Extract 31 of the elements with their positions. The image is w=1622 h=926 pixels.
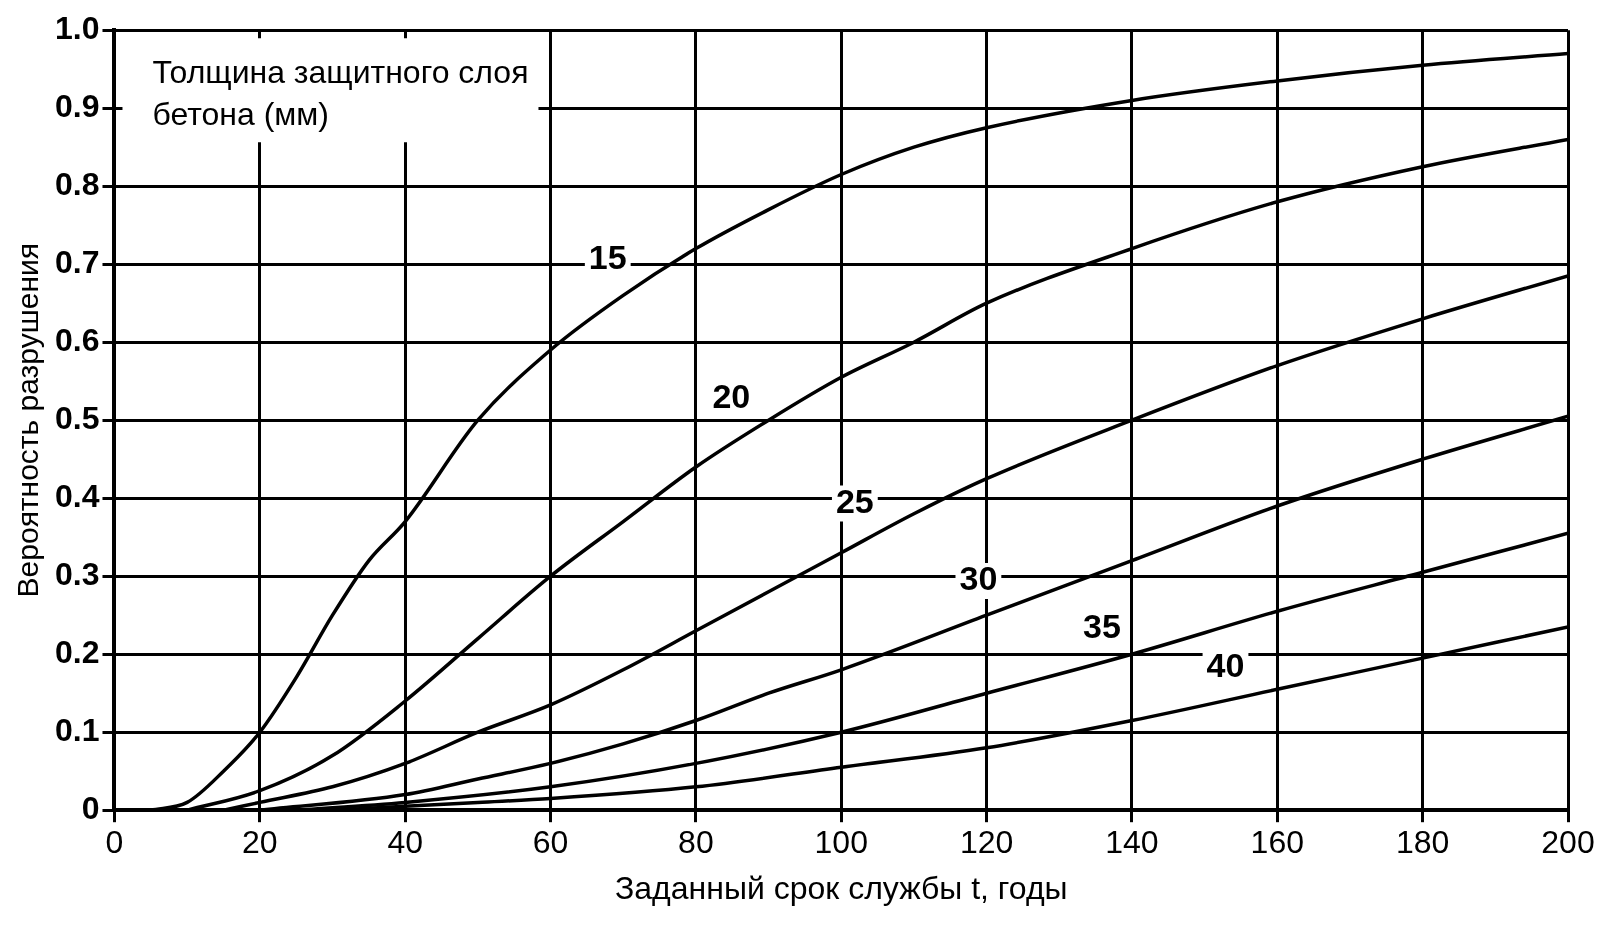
x-tick-label: 60 (532, 824, 569, 861)
x-tick-label: 40 (387, 824, 423, 861)
x-tick-label: 200 (1541, 824, 1595, 861)
y-tick-label: 0.2 (55, 634, 100, 671)
y-tick-label: 0.5 (55, 400, 100, 437)
y-axis-title: Вероятность разрушения (11, 242, 45, 598)
y-tick-label: 0.1 (55, 712, 100, 749)
y-tick-label: 0.7 (55, 244, 100, 281)
y-tick-label: 1.0 (55, 10, 100, 47)
series-label: 15 (588, 238, 627, 277)
series-label: 40 (1206, 646, 1245, 685)
x-tick-label: 0 (105, 824, 124, 861)
legend-title: Толщина защитного слоя бетона (мм) (152, 54, 529, 133)
x-axis-title: Заданный срок службы t, годы (614, 869, 1068, 906)
x-tick-label: 20 (242, 824, 278, 861)
series-label: 30 (959, 559, 998, 598)
x-tick-label: 180 (1395, 824, 1450, 861)
y-tick-label: 0.8 (55, 166, 100, 203)
series-label: 20 (712, 377, 751, 416)
series-label: 25 (835, 481, 874, 520)
y-tick-label: 0.9 (55, 88, 100, 125)
y-tick-label: 0.3 (55, 556, 100, 593)
x-tick-label: 80 (678, 824, 714, 861)
y-tick-label: 0.6 (55, 322, 100, 359)
x-tick-label: 140 (1105, 824, 1159, 861)
series-label: 35 (1083, 606, 1121, 645)
y-tick-label: 0.4 (55, 478, 100, 515)
x-tick-label: 160 (1250, 824, 1304, 861)
x-tick-label: 120 (959, 824, 1014, 861)
y-tick-label: 0 (81, 790, 100, 827)
x-tick-label: 100 (814, 824, 868, 861)
